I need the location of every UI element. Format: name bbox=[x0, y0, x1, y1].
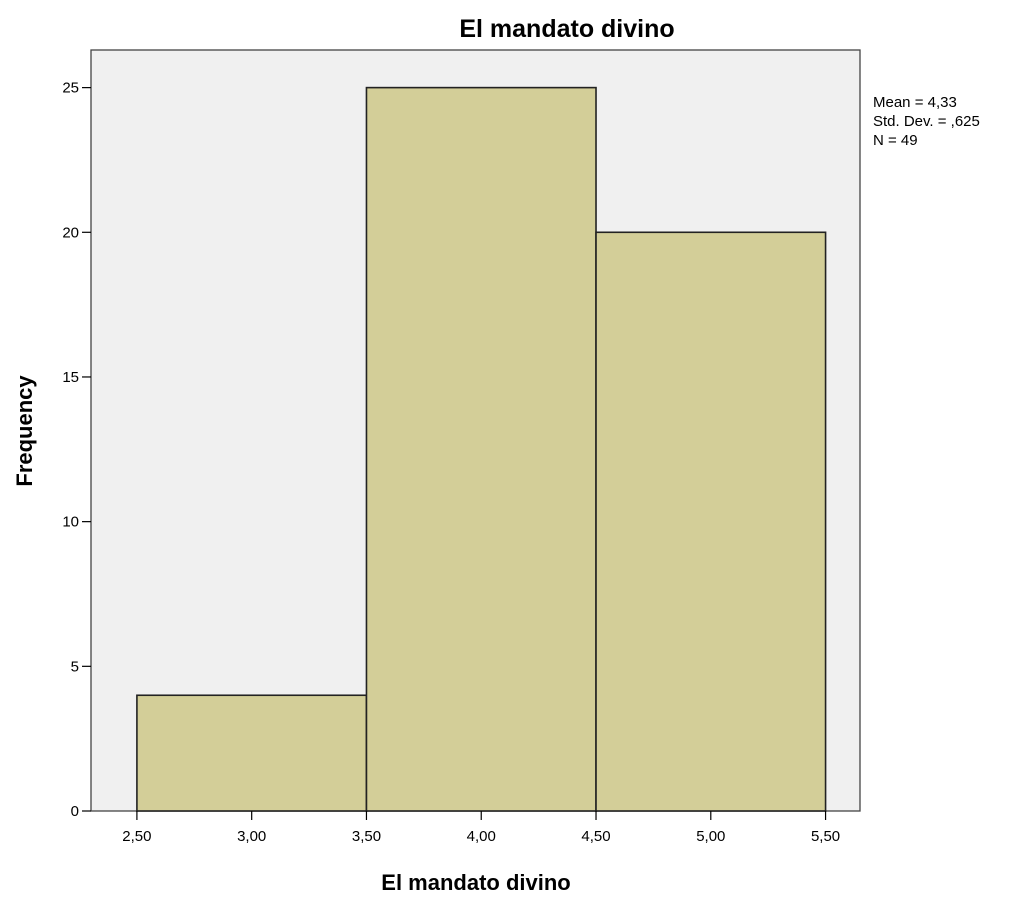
histogram-bar-3 bbox=[595, 231, 827, 812]
y-tick-label: 10 bbox=[62, 514, 79, 531]
x-tick-label: 3,50 bbox=[352, 828, 381, 845]
bars-group bbox=[136, 86, 827, 812]
x-tick-label: 5,50 bbox=[811, 828, 840, 845]
y-axis-title: Frequency bbox=[12, 375, 37, 487]
x-tick-label: 4,00 bbox=[467, 828, 496, 845]
x-tick-label: 2,50 bbox=[122, 828, 151, 845]
x-tick-label: 5,00 bbox=[696, 828, 725, 845]
histogram-bar-2 bbox=[365, 86, 597, 812]
summary-statistics: Mean = 4,33 Std. Dev. = ,625 N = 49 bbox=[873, 94, 980, 149]
y-axis: 0 5 10 15 20 25 bbox=[62, 80, 91, 820]
chart-title: El mandato divino bbox=[459, 15, 674, 43]
stats-mean: Mean = 4,33 bbox=[873, 94, 957, 111]
y-tick-label: 15 bbox=[62, 369, 79, 386]
y-tick-label: 25 bbox=[62, 80, 79, 97]
y-tick-label: 0 bbox=[71, 803, 79, 820]
x-tick-label: 4,50 bbox=[581, 828, 610, 845]
x-axis: 2,50 3,00 3,50 4,00 4,50 5,00 5,50 bbox=[122, 811, 840, 845]
stats-n: N = 49 bbox=[873, 132, 918, 149]
x-axis-title: El mandato divino bbox=[381, 870, 570, 895]
y-tick-label: 5 bbox=[71, 658, 79, 675]
y-tick-label: 20 bbox=[62, 224, 79, 241]
stats-std-dev: Std. Dev. = ,625 bbox=[873, 113, 980, 130]
histogram-bar-1 bbox=[136, 694, 368, 812]
x-tick-label: 3,00 bbox=[237, 828, 266, 845]
